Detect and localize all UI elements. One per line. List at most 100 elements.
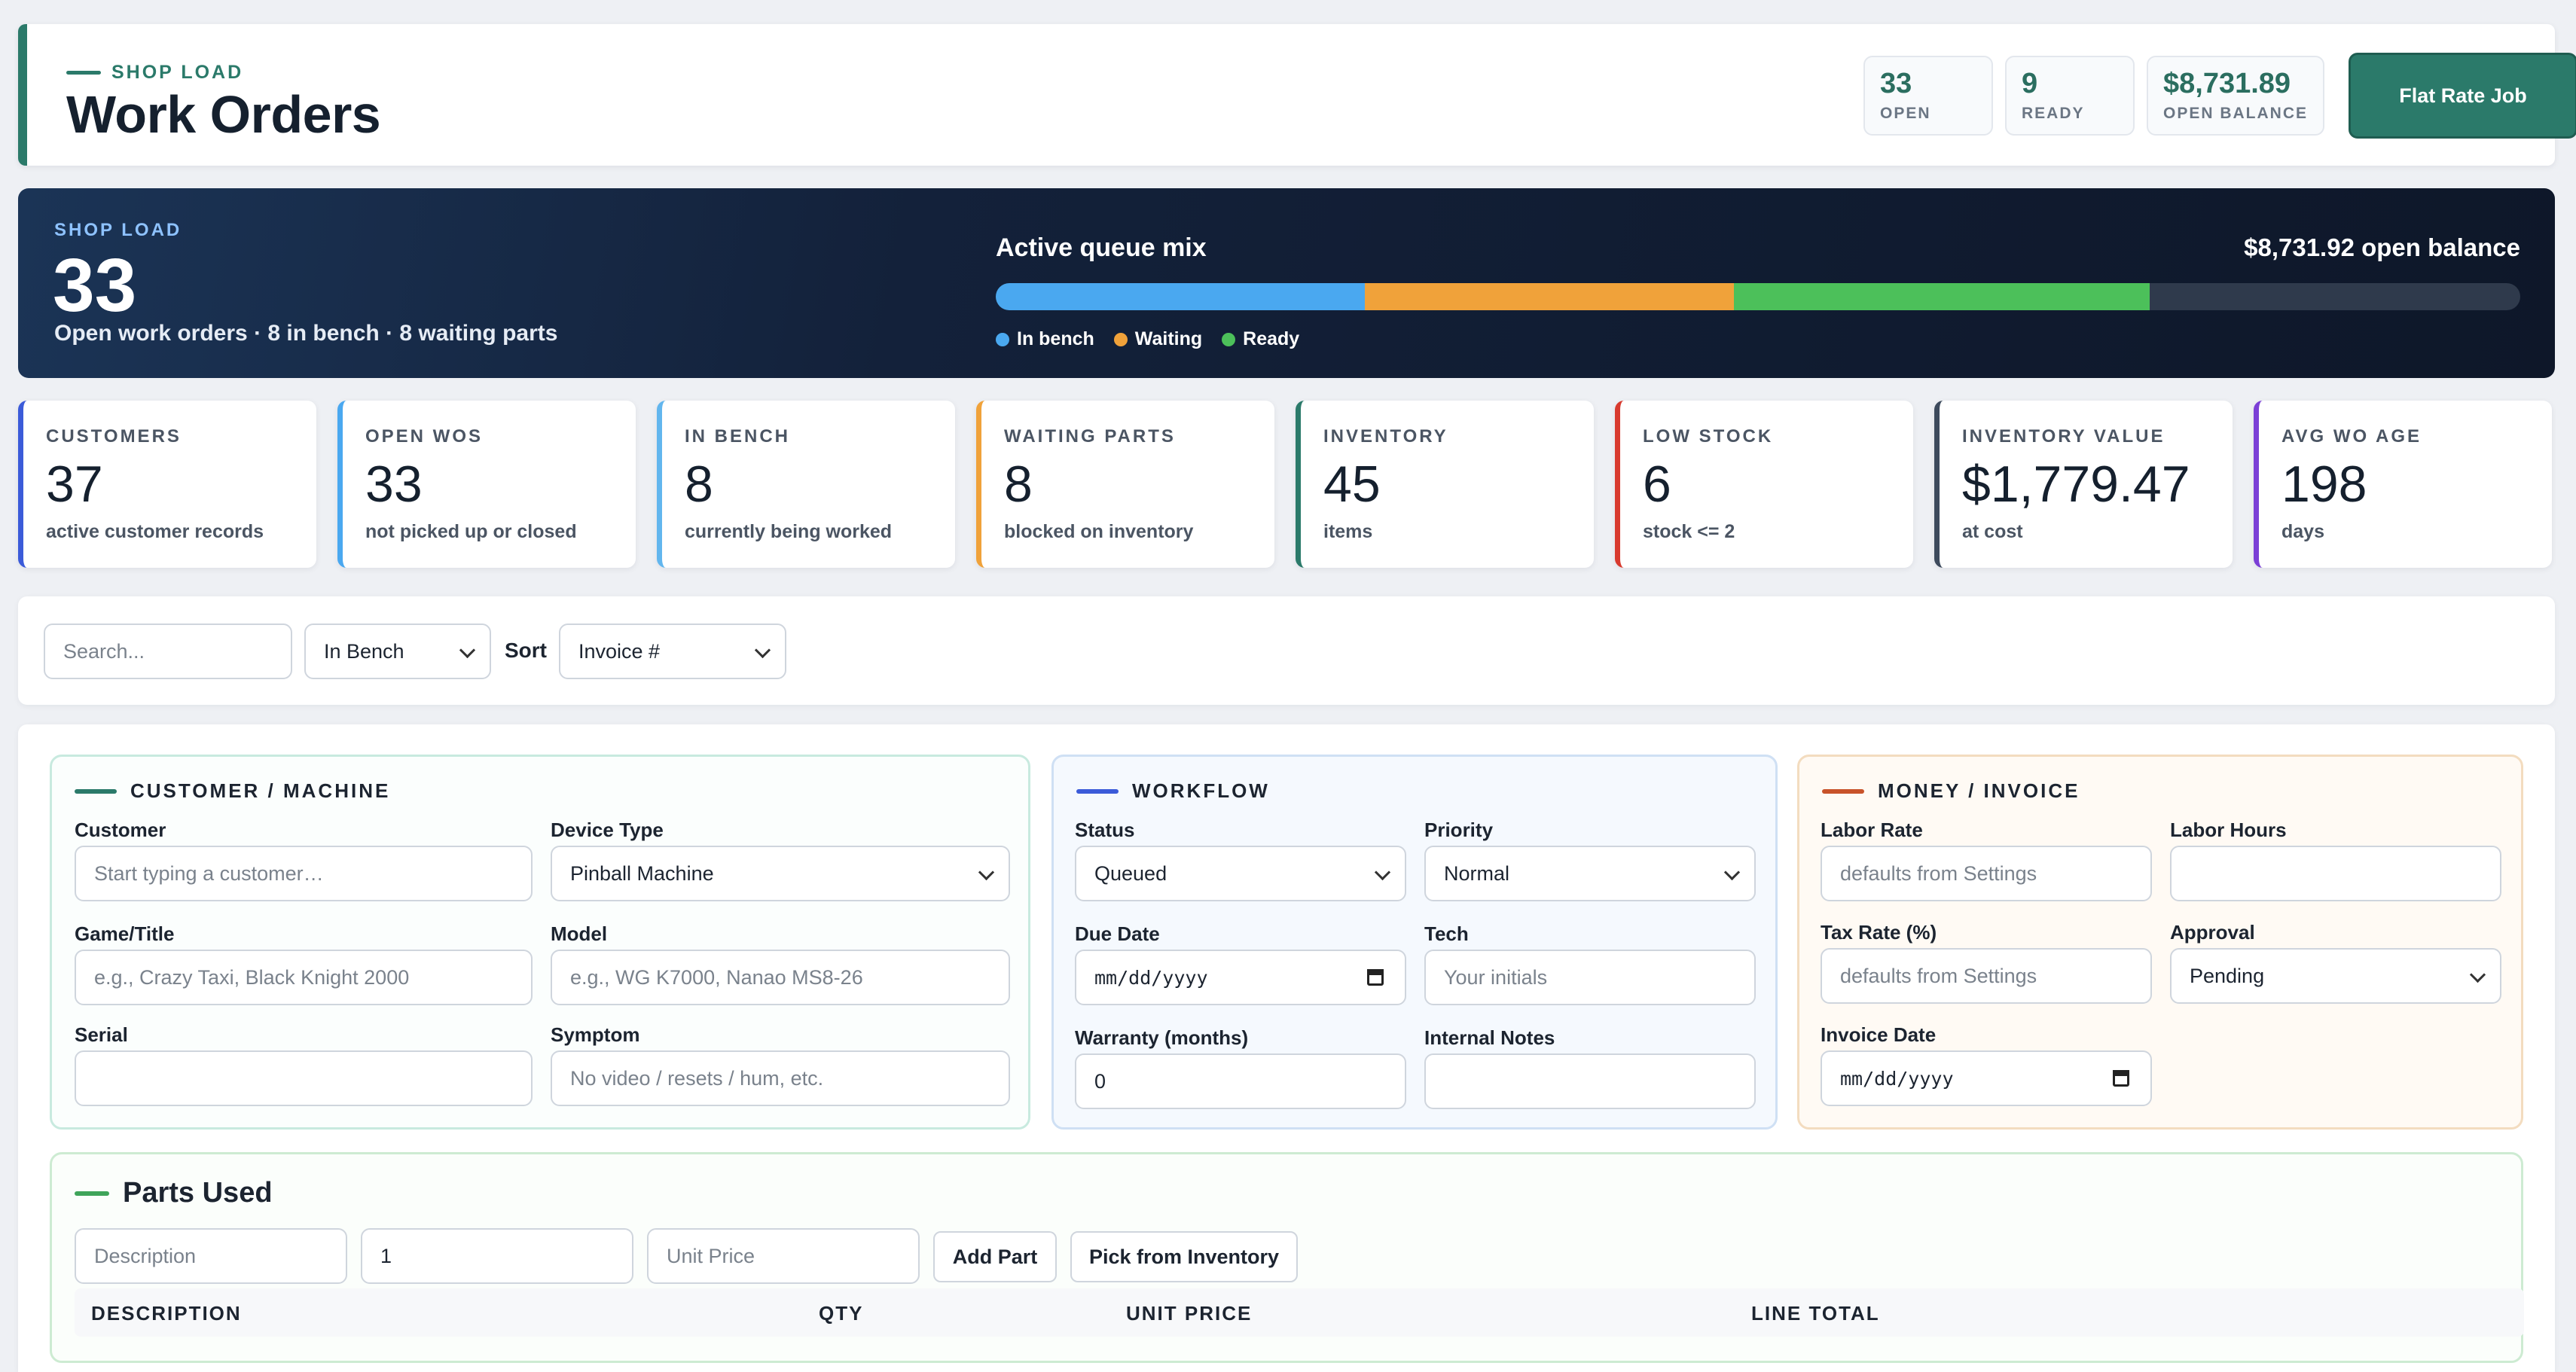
page-title: Work Orders [66, 85, 381, 144]
stat-card-customers: CUSTOMERS 37 active customer records [18, 401, 316, 568]
approval-select[interactable]: Pending [2170, 948, 2501, 1004]
priority-value: Normal [1444, 861, 1510, 885]
customer-machine-section: CUSTOMER / MACHINE Customer Start typing… [50, 755, 1030, 1130]
customer-input[interactable]: Start typing a customer… [75, 846, 533, 901]
header-eyebrow-label: SHOP LOAD [111, 62, 244, 83]
stat-note: currently being worked [685, 521, 893, 542]
workflow-section: WORKFLOW Status Queued Priority Normal D… [1051, 755, 1778, 1130]
pick-from-inventory-button[interactable]: Pick from Inventory [1070, 1231, 1298, 1282]
legend-dot-icon [996, 332, 1009, 346]
stat-card-in-bench: IN BENCH 8 currently being worked [657, 401, 955, 568]
model-input[interactable]: e.g., WG K7000, Nanao MS8-26 [551, 950, 1010, 1005]
game-title-label: Game/Title [75, 922, 175, 945]
queue-mix-segment-in-bench [996, 283, 1365, 310]
part-qty-input[interactable]: 1 [361, 1228, 633, 1284]
money-section-title: MONEY / INVOICE [1822, 779, 2080, 803]
legend-in-bench: In bench [996, 328, 1094, 350]
approval-value: Pending [2190, 964, 2265, 987]
warranty-input[interactable]: 0 [1075, 1053, 1406, 1109]
stat-label: IN BENCH [685, 426, 791, 447]
kpi-open-balance-label: OPEN BALANCE [2163, 105, 2309, 122]
legend-label: In bench [1017, 328, 1094, 349]
labor-hours-label: Labor Hours [2170, 819, 2287, 841]
section-accent-bar [75, 1191, 109, 1196]
stat-value: 37 [46, 456, 103, 513]
legend-ready: Ready [1222, 328, 1299, 350]
symptom-input[interactable]: No video / resets / hum, etc. [551, 1050, 1010, 1106]
page-header: SHOP LOAD Work Orders 33 OPEN 9 READY $8… [18, 24, 2576, 166]
work-order-form: CUSTOMER / MACHINE Customer Start typing… [18, 724, 2555, 1372]
section-accent-bar [75, 788, 117, 794]
labor-hours-input[interactable] [2170, 846, 2501, 901]
stat-value: 198 [2281, 456, 2367, 513]
header-eyebrow: SHOP LOAD [66, 62, 243, 84]
labor-rate-input[interactable]: defaults from Settings [1821, 846, 2152, 901]
invoice-date-label: Invoice Date [1821, 1023, 1937, 1046]
queue-mix-title: Active queue mix [996, 233, 1207, 262]
calendar-icon[interactable] [1367, 969, 1384, 986]
device-type-label: Device Type [551, 819, 664, 841]
kpi-open-label: OPEN [1880, 105, 1931, 122]
stat-label: CUSTOMERS [46, 426, 182, 447]
tax-rate-input[interactable]: defaults from Settings [1821, 948, 2152, 1004]
due-date-input[interactable]: mm/dd/yyyy [1075, 950, 1406, 1005]
stat-label: AVG WO AGE [2281, 426, 2422, 447]
column-header-qty: QTY [819, 1302, 864, 1325]
warranty-label: Warranty (months) [1075, 1026, 1249, 1049]
approval-label: Approval [2170, 921, 2255, 944]
kpi-ready: 9 READY [2005, 56, 2135, 136]
stat-note: active customer records [46, 521, 264, 542]
part-unit-price-input[interactable]: Unit Price [647, 1228, 920, 1284]
part-description-input[interactable]: Description [75, 1228, 347, 1284]
status-select[interactable]: Queued [1075, 846, 1406, 901]
stat-note: not picked up or closed [365, 521, 577, 542]
symptom-label: Symptom [551, 1023, 640, 1046]
stat-value: 8 [1004, 456, 1033, 513]
section-accent-bar [1076, 788, 1119, 794]
stat-label: INVENTORY [1323, 426, 1448, 447]
customer-section-title: CUSTOMER / MACHINE [75, 779, 390, 803]
queue-mix-segment-waiting [1364, 283, 1734, 310]
device-type-select[interactable]: Pinball Machine [551, 846, 1010, 901]
game-title-input[interactable]: e.g., Crazy Taxi, Black Knight 2000 [75, 950, 533, 1005]
queue-mix-bar [996, 283, 2520, 310]
add-part-button[interactable]: Add Part [933, 1231, 1057, 1282]
stat-value: 8 [685, 456, 713, 513]
serial-input[interactable] [75, 1050, 533, 1106]
stat-note: items [1323, 521, 1373, 542]
status-filter-select[interactable]: In Bench [304, 623, 491, 679]
invoice-date-input[interactable]: mm/dd/yyyy [1821, 1050, 2152, 1106]
calendar-icon[interactable] [2113, 1070, 2129, 1087]
stat-value: 33 [365, 456, 423, 513]
sort-select[interactable]: Invoice # [559, 623, 786, 679]
parts-used-section: Parts Used Description 1 Unit Price Add … [50, 1152, 2524, 1363]
eyebrow-accent-bar [66, 71, 101, 75]
priority-select[interactable]: Normal [1424, 846, 1756, 901]
legend-waiting: Waiting [1113, 328, 1202, 350]
queue-mix-segment-ready [1733, 283, 2150, 310]
section-title-label: WORKFLOW [1132, 779, 1270, 802]
parts-used-title: Parts Used [75, 1177, 273, 1209]
stat-label: OPEN WOS [365, 426, 484, 447]
internal-notes-input[interactable] [1424, 1053, 1756, 1109]
stat-card-open-wos: OPEN WOS 33 not picked up or closed [337, 401, 636, 568]
due-date-value: mm/dd/yyyy [1094, 966, 1208, 989]
tech-input[interactable]: Your initials [1424, 950, 1756, 1005]
legend-label: Ready [1243, 328, 1300, 349]
stat-value: $1,779.47 [1962, 456, 2190, 513]
queue-mix-legend: In bench Waiting Ready [996, 328, 1299, 350]
column-header-line-total: LINE TOTAL [1751, 1302, 1880, 1325]
status-value: Queued [1094, 861, 1167, 885]
status-filter-value: In Bench [324, 639, 404, 663]
stat-card-waiting-parts: WAITING PARTS 8 blocked on inventory [976, 401, 1274, 568]
flat-rate-job-button[interactable]: Flat Rate Job [2349, 53, 2576, 139]
internal-notes-label: Internal Notes [1424, 1026, 1555, 1049]
stat-note: blocked on inventory [1004, 521, 1194, 542]
sort-value: Invoice # [578, 639, 661, 663]
kpi-open: 33 OPEN [1863, 56, 1993, 136]
search-input[interactable]: Search... [44, 623, 292, 679]
legend-dot-icon [1113, 332, 1128, 346]
column-header-description: DESCRIPTION [91, 1302, 242, 1325]
stat-value: 6 [1643, 456, 1671, 513]
